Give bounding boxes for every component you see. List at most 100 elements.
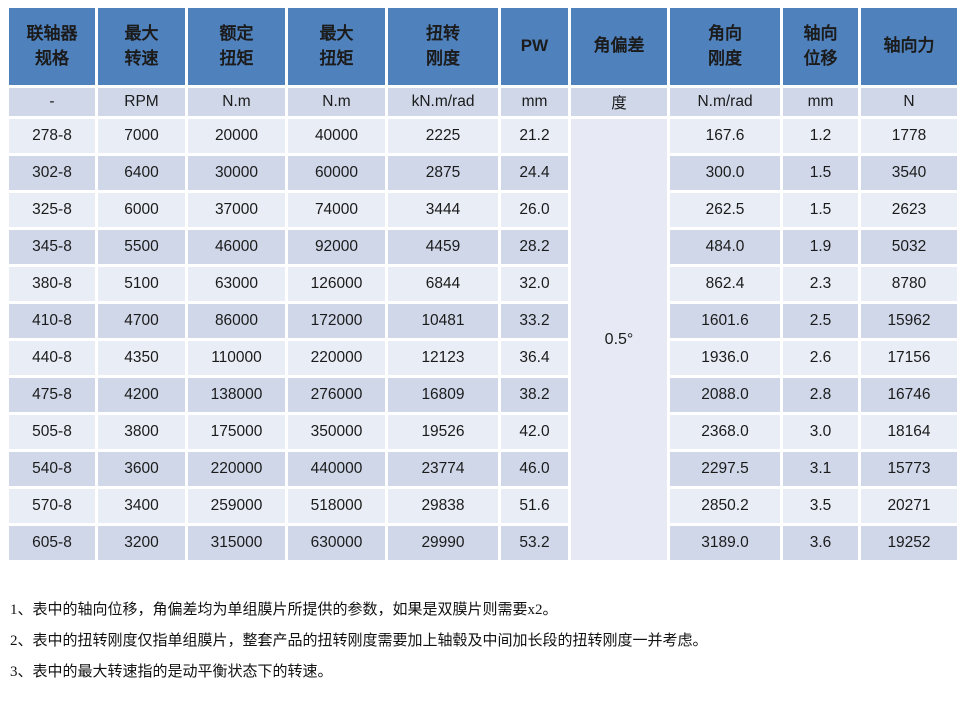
unit-cell-7: N.m/rad [670,88,780,116]
unit-cell-3: N.m [288,88,385,116]
table-cell: 17156 [861,341,957,375]
table-cell: 380-8 [9,267,95,301]
table-cell: 2.8 [783,378,858,412]
table-cell: 605-8 [9,526,95,560]
table-cell: 5100 [98,267,185,301]
table-cell: 3189.0 [670,526,780,560]
table-row: 605-8 3200 315000 630000 29990 53.2 3189.0 3.6 1… [9,526,957,560]
unit-cell-2: N.m [188,88,285,116]
column-header-4: 扭转 刚度 [388,8,498,85]
table-cell: 484.0 [670,230,780,264]
table-cell: 315000 [188,526,285,560]
table-cell: 110000 [188,341,285,375]
units-row: - RPM N.m N.m kN.m/rad mm 度 N.m/rad mm N [9,88,957,116]
table-cell: 18164 [861,415,957,449]
table-row: 302-8 6400 30000 60000 2875 24.4 300.0 1.5 3540 [9,156,957,190]
table-cell: 3800 [98,415,185,449]
table-cell: 2297.5 [670,452,780,486]
table-cell: 6844 [388,267,498,301]
footnote: 3、表中的最大转速指的是动平衡状态下的转速。 [10,664,333,680]
unit-cell-5: mm [501,88,568,116]
table-cell: 42.0 [501,415,568,449]
unit-cell-1: RPM [98,88,185,116]
table-cell: 167.6 [670,119,780,153]
column-header-1: 最大 转速 [98,8,185,85]
spec-sheet-page: 联轴器 规格 最大 转速 额定 扭矩 最大 扭矩 扭转 刚度 PW 角偏差 角向 刚度 轴向 位… [6,5,960,682]
table-row: 475-8 4200 138000 276000 16809 38.2 2088.0 2.8 1… [9,378,957,412]
table-cell: 300.0 [670,156,780,190]
footnote: 1、表中的轴向位移，角偏差均为单组膜片所提供的参数，如果是双膜片则需要x2。 [10,602,558,618]
table-cell: 3.6 [783,526,858,560]
header-row: 联轴器 规格 最大 转速 额定 扭矩 最大 扭矩 扭转 刚度 PW 角偏差 角向 刚度 轴向 位… [9,8,957,85]
table-cell: 63000 [188,267,285,301]
table-cell: 345-8 [9,230,95,264]
table-cell: 3.0 [783,415,858,449]
table-cell: 7000 [98,119,185,153]
table-cell: 6400 [98,156,185,190]
table-cell: 2.3 [783,267,858,301]
table-cell: 29838 [388,489,498,523]
table-row: 440-8 4350 110000 220000 12123 36.4 1936.0 2.6 1… [9,341,957,375]
table-cell: 1778 [861,119,957,153]
table-cell: 1.5 [783,193,858,227]
table-cell: 20271 [861,489,957,523]
table-cell: 51.6 [501,489,568,523]
table-cell: 410-8 [9,304,95,338]
table-cell: 15773 [861,452,957,486]
table-cell: 33.2 [501,304,568,338]
table-cell: 4700 [98,304,185,338]
table-cell: 19252 [861,526,957,560]
table-cell: 26.0 [501,193,568,227]
table-cell: 1.5 [783,156,858,190]
table-cell: 262.5 [670,193,780,227]
table-cell: 2623 [861,193,957,227]
column-header-3: 最大 扭矩 [288,8,385,85]
unit-cell-4: kN.m/rad [388,88,498,116]
table-cell: 2225 [388,119,498,153]
coupling-spec-table: 联轴器 规格 最大 转速 额定 扭矩 最大 扭矩 扭转 刚度 PW 角偏差 角向 刚度 轴向 位… [6,5,960,563]
table-cell: 2850.2 [670,489,780,523]
table-cell: 38.2 [501,378,568,412]
table-row: 345-8 5500 46000 92000 4459 28.2 484.0 1.9 5032 [9,230,957,264]
table-cell: 3200 [98,526,185,560]
table-cell: 2368.0 [670,415,780,449]
table-cell: 40000 [288,119,385,153]
column-header-2: 额定 扭矩 [188,8,285,85]
angular-deviation-merged-cell: 0.5° [571,119,667,560]
table-cell: 74000 [288,193,385,227]
table-cell: 29990 [388,526,498,560]
table-cell: 60000 [288,156,385,190]
table-cell: 37000 [188,193,285,227]
footnote: 2、表中的扭转刚度仅指单组膜片，整套产品的扭转刚度需要加上轴毂及中间加长段的扭转… [10,633,708,649]
table-cell: 28.2 [501,230,568,264]
table-cell: 540-8 [9,452,95,486]
column-header-9: 轴向力 [861,8,957,85]
table-cell: 3400 [98,489,185,523]
table-cell: 92000 [288,230,385,264]
table-cell: 138000 [188,378,285,412]
unit-cell-8: mm [783,88,858,116]
table-cell: 30000 [188,156,285,190]
table-cell: 3540 [861,156,957,190]
table-cell: 4459 [388,230,498,264]
table-cell: 16809 [388,378,498,412]
table-cell: 8780 [861,267,957,301]
table-cell: 259000 [188,489,285,523]
table-cell: 5500 [98,230,185,264]
table-cell: 86000 [188,304,285,338]
table-cell: 440000 [288,452,385,486]
table-cell: 302-8 [9,156,95,190]
column-header-5: PW [501,8,568,85]
column-header-0: 联轴器 规格 [9,8,95,85]
table-row: 540-8 3600 220000 440000 23774 46.0 2297.5 3.1 1… [9,452,957,486]
table-cell: 3600 [98,452,185,486]
table-row: 570-8 3400 259000 518000 29838 51.6 2850.2 3.5 2… [9,489,957,523]
table-cell: 2.6 [783,341,858,375]
table-cell: 12123 [388,341,498,375]
table-cell: 518000 [288,489,385,523]
table-cell: 3.5 [783,489,858,523]
footnotes: 1、表中的轴向位移，角偏差均为单组膜片所提供的参数，如果是双膜片则需要x2。 2、… [10,600,960,682]
table-cell: 1.2 [783,119,858,153]
table-cell: 2088.0 [670,378,780,412]
table-cell: 6000 [98,193,185,227]
